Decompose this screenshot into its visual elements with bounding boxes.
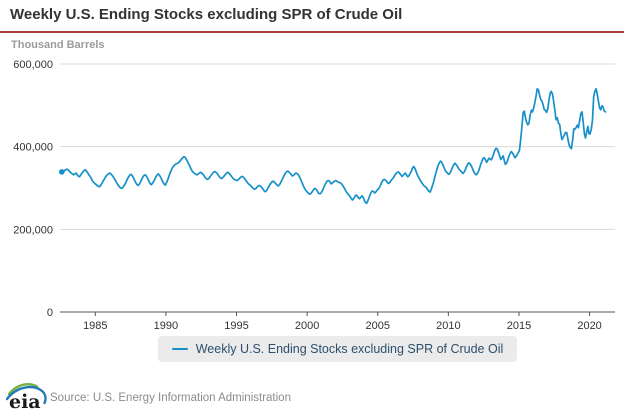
header-rule	[0, 31, 624, 33]
x-tick-label: 2010	[436, 320, 460, 332]
stocks-line-chart: 0 200,000 400,000 600,000 1985 1990 1995 2000 20…	[13, 59, 615, 332]
source-text: Source: U.S. Energy Information Administ…	[50, 392, 291, 404]
x-tick-label: 2005	[366, 320, 390, 332]
y-tick-label: 400,000	[13, 142, 53, 154]
unit-label: Thousand Barrels	[11, 39, 105, 51]
x-tick-label: 2000	[295, 320, 319, 332]
logo-arc-blue	[6, 385, 47, 405]
y-tick-label: 600,000	[13, 59, 53, 71]
x-tick-label: 1995	[224, 320, 248, 332]
x-tick-label: 2015	[507, 320, 531, 332]
x-tick-label: 1990	[154, 320, 178, 332]
x-tick-label: 2020	[577, 320, 601, 332]
legend-label: Weekly U.S. Ending Stocks excluding SPR …	[195, 342, 504, 356]
series-first-point-marker	[59, 169, 65, 175]
eia-logo-text: eia	[9, 391, 41, 413]
legend: Weekly U.S. Ending Stocks excluding SPR …	[60, 336, 615, 362]
logo-arc-green	[7, 383, 39, 396]
y-tick-label: 0	[47, 307, 53, 319]
legend-item[interactable]: Weekly U.S. Ending Stocks excluding SPR …	[157, 336, 518, 362]
series-line	[60, 87, 607, 205]
x-tick-label: 1985	[83, 320, 107, 332]
y-tick-label: 200,000	[13, 224, 53, 236]
page-title: Weekly U.S. Ending Stocks excluding SPR …	[10, 6, 403, 23]
eia-logo: eia	[6, 383, 47, 413]
legend-line-icon	[171, 347, 188, 351]
